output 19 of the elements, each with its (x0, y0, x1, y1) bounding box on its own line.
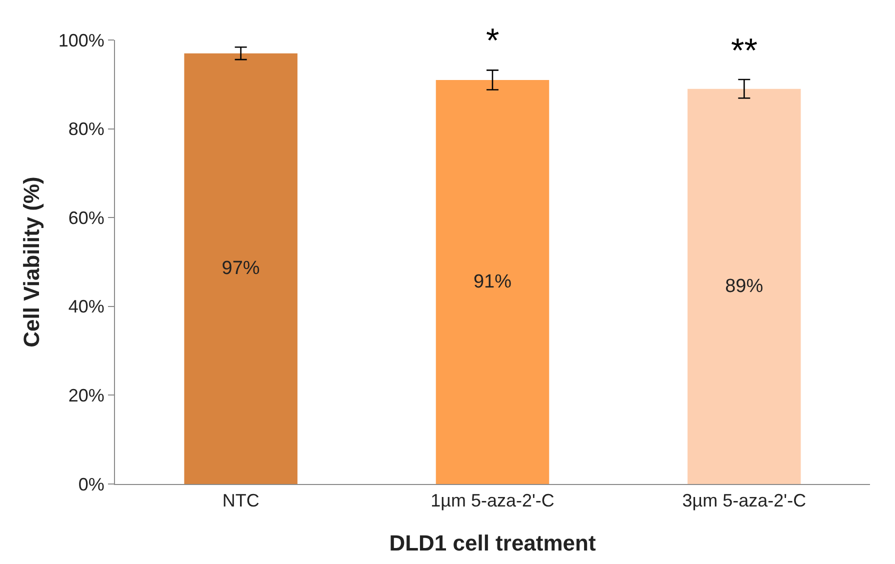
y-tick-label: 80% (68, 119, 104, 140)
data-label: 89% (725, 276, 764, 297)
y-tick-label: 0% (78, 474, 104, 494)
x-tick-label: NTC (222, 490, 260, 511)
bar (436, 80, 550, 484)
x-tick-label: 1µm 5-aza-2'-C (430, 490, 554, 511)
annotation: ** (731, 32, 758, 70)
bar (184, 53, 298, 484)
y-tick-label: 20% (68, 386, 104, 406)
data-label: 97% (222, 258, 260, 280)
bar (688, 88, 801, 484)
annotation: * (486, 22, 500, 60)
x-axis-title: DLD1 cell treatment (389, 530, 596, 556)
y-axis-title: Cell Viability (%) (19, 176, 44, 348)
y-tick-label: 60% (68, 208, 104, 228)
y-tick-label: 100% (58, 30, 104, 50)
y-tick-label: 40% (68, 296, 104, 317)
x-tick-label: 3µm 5-aza-2'-C (682, 490, 806, 511)
data-label: 91% (473, 271, 512, 292)
